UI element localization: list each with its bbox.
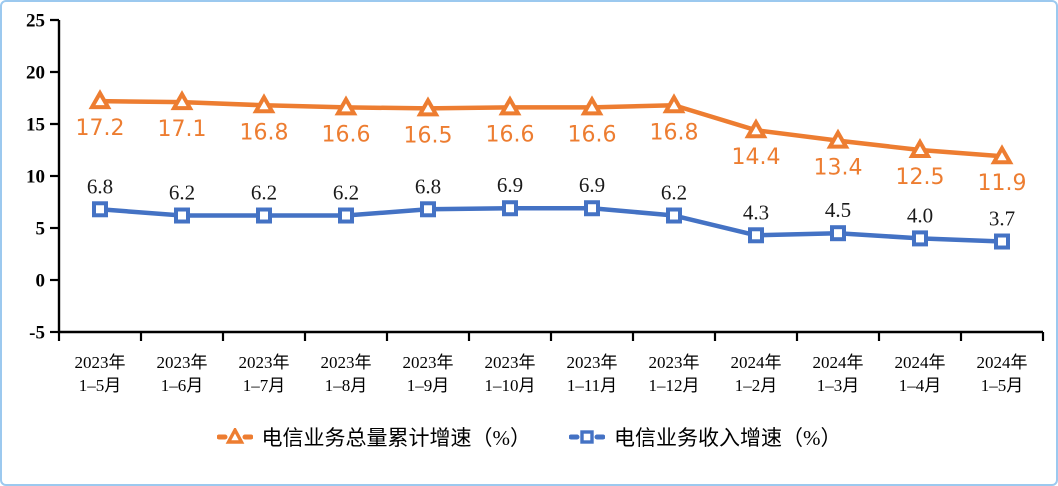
data-point-marker	[416, 96, 440, 117]
legend-label-revenue-growth: 电信业务收入增速（%）	[614, 426, 842, 450]
data-label: 16.6	[322, 122, 371, 147]
data-label: 6.9	[579, 173, 605, 197]
x-axis-tick-label: 1–6月	[161, 376, 204, 395]
data-label: 6.8	[87, 174, 113, 198]
data-point-marker	[252, 93, 276, 114]
series-line	[97, 98, 1005, 159]
x-axis-tick-label: 1–4月	[899, 376, 942, 395]
data-point-marker	[826, 128, 850, 149]
y-axis-tick-label: -5	[29, 323, 45, 344]
data-label: 17.1	[158, 117, 207, 142]
data-point-marker	[92, 201, 108, 218]
data-label: 6.9	[497, 173, 523, 197]
data-point-marker	[170, 90, 194, 111]
data-label: 6.2	[661, 181, 687, 205]
legend-item-total-volume-growth[interactable]: 电信业务总量累计增速（%）	[216, 422, 532, 452]
data-point-marker	[174, 207, 190, 224]
data-label: 6.8	[415, 174, 441, 198]
line-chart-plot: 25 20 15 10 5 0 -5 2023年 1–5月 2023年 1–6月 2023年 1–7月 2…	[26, 11, 1045, 395]
x-axis-tick-label: 2024年	[895, 353, 946, 372]
x-axis-tick-label: 1–11月	[567, 376, 617, 395]
data-point-marker	[994, 233, 1010, 250]
data-point-marker	[830, 225, 846, 242]
x-axis-tick-label: 2023年	[567, 353, 618, 372]
x-axis-tick-label: 2024年	[977, 353, 1028, 372]
data-label: 16.8	[650, 120, 699, 145]
data-point-marker	[990, 144, 1014, 165]
data-label: 4.3	[743, 200, 769, 224]
x-axis-tick-label: 1–10月	[485, 376, 536, 395]
data-point-marker	[584, 200, 600, 217]
x-axis-tick-label: 1–8月	[325, 376, 368, 395]
x-axis-tick-label: 2023年	[485, 353, 536, 372]
data-point-marker	[748, 227, 764, 244]
x-axis-tick-label: 1–7月	[243, 376, 286, 395]
y-axis-tick-label: 0	[36, 271, 46, 292]
x-axis-tick-label: 2024年	[731, 353, 782, 372]
data-point-marker	[908, 137, 932, 158]
legend-label-total-volume-growth: 电信业务总量累计增速（%）	[261, 426, 532, 450]
data-point-marker	[88, 89, 112, 110]
data-label: 6.2	[169, 181, 195, 205]
data-point-marker	[498, 95, 522, 116]
data-label: 11.9	[978, 171, 1027, 196]
data-label: 16.6	[568, 122, 617, 147]
x-axis-tick-label: 2023年	[649, 353, 700, 372]
data-point-marker	[666, 207, 682, 224]
data-point-marker	[580, 95, 604, 116]
x-axis-tick-label: 2023年	[157, 353, 208, 372]
data-point-marker	[256, 207, 272, 224]
square-marker-icon	[569, 430, 605, 444]
y-axis-tick-label: 20	[26, 63, 45, 84]
y-axis-tick-label: 10	[26, 167, 45, 188]
legend-item-revenue-growth[interactable]: 电信业务收入增速（%）	[569, 422, 842, 452]
x-axis-tick-label: 2023年	[321, 353, 372, 372]
x-axis-tick-label: 2023年	[403, 353, 454, 372]
y-axis-tick-label: 15	[26, 115, 45, 136]
y-axis-tick-label: 25	[26, 11, 45, 32]
x-axis-tick-label: 1–9月	[407, 376, 450, 395]
x-axis-tick-label: 1–2月	[735, 376, 778, 395]
data-point-marker	[338, 207, 354, 224]
data-point-marker	[420, 201, 436, 218]
data-label: 12.5	[896, 165, 945, 190]
data-label: 3.7	[989, 207, 1015, 231]
data-point-marker	[334, 95, 358, 116]
series-line	[97, 205, 1005, 244]
data-label: 16.8	[240, 120, 289, 145]
x-axis-tick-label: 2023年	[75, 353, 126, 372]
data-point-marker	[502, 200, 518, 217]
data-label: 4.0	[907, 203, 933, 227]
data-point-marker	[744, 118, 768, 139]
x-axis-tick-label: 1–5月	[981, 376, 1024, 395]
data-label: 16.5	[404, 123, 453, 148]
x-axis-tick-label: 2024年	[813, 353, 864, 372]
data-point-marker	[912, 230, 928, 247]
data-label: 4.5	[825, 198, 851, 222]
data-label: 6.2	[251, 181, 277, 205]
x-axis-tick-label: 1–5月	[79, 376, 122, 395]
data-label: 14.4	[732, 145, 781, 170]
y-axis-tick-label: 5	[36, 219, 46, 240]
triangle-marker-icon	[216, 428, 253, 444]
chart-legend: 电信业务总量累计增速（%） 电信业务收入增速（%）	[2, 422, 1056, 452]
data-label: 6.2	[333, 181, 359, 205]
x-axis-tick-label: 2023年	[239, 353, 290, 372]
data-label: 17.2	[76, 116, 125, 141]
data-point-marker	[662, 93, 686, 114]
x-axis-tick-label: 1–12月	[649, 376, 700, 395]
data-label: 13.4	[814, 156, 863, 181]
x-axis-tick-label: 1–3月	[817, 376, 860, 395]
data-label: 16.6	[486, 122, 535, 147]
